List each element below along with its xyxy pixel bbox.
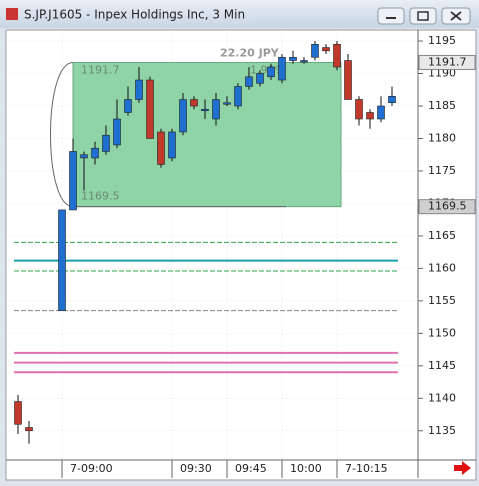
window-title: S.JP.J1605 - Inpex Holdings Inc, 3 Min	[24, 8, 245, 22]
candle-body	[190, 99, 198, 107]
candle-body	[267, 66, 275, 78]
candle-body	[366, 112, 374, 120]
candle-body	[234, 86, 242, 107]
candle-body	[311, 43, 319, 58]
range-arc	[50, 61, 74, 208]
candle-body	[333, 43, 341, 68]
candle-body	[168, 131, 176, 159]
minimize-button[interactable]	[377, 7, 405, 25]
candle-body	[157, 131, 165, 165]
x-tick-label: 7-09:00	[70, 462, 113, 475]
y-tick-label: 1180	[428, 131, 456, 144]
candle-body	[135, 79, 143, 100]
candle-body	[113, 118, 121, 146]
candle-body	[146, 79, 154, 139]
y-tick-label: 1155	[428, 294, 456, 307]
scroll-arrow[interactable]	[454, 461, 471, 475]
y-tick-label: 1135	[428, 424, 456, 437]
candle-body	[355, 99, 363, 120]
candle-body	[300, 60, 308, 63]
candle-body	[91, 147, 99, 159]
y-tick-label: 1145	[428, 359, 456, 372]
candle-body	[201, 108, 209, 112]
candle-body	[212, 99, 220, 120]
box-top-axis-label-bg	[418, 54, 476, 70]
app-icon	[6, 8, 18, 20]
candle-body	[124, 99, 132, 113]
candle-body	[14, 401, 22, 425]
candle-body	[80, 154, 88, 159]
y-tick-label: 1140	[428, 391, 456, 404]
maximize-button[interactable]	[409, 7, 437, 25]
y-tick-label: 1185	[428, 99, 456, 112]
candle-body	[58, 209, 66, 311]
x-tick-label: 7-10:15	[345, 462, 388, 475]
x-tick-label: 10:00	[290, 462, 322, 475]
y-tick-label: 1165	[428, 229, 456, 242]
box-bottom-axis-label-bg	[418, 199, 476, 215]
box-bottom-label: 1169.5	[81, 190, 120, 203]
candle-body	[344, 60, 352, 100]
range-box	[72, 61, 342, 208]
box-bottom-axis-label: 1169.5	[428, 200, 467, 213]
candle-body	[377, 105, 385, 120]
box-change-label: 22.20 JPY	[220, 46, 280, 59]
candle-body	[322, 47, 330, 52]
candle-body	[289, 56, 297, 61]
y-tick-label: 1175	[428, 164, 456, 177]
maximize-icon	[417, 11, 429, 21]
candle-body	[179, 99, 187, 133]
close-icon	[450, 11, 462, 21]
candle-body	[256, 73, 264, 84]
box-top-label: 1191.7	[81, 63, 120, 76]
candle-body	[278, 56, 286, 81]
y-tick-label: 1150	[428, 326, 456, 339]
x-tick-label: 09:45	[235, 462, 267, 475]
candle-body	[245, 76, 253, 87]
candle-body	[69, 151, 77, 211]
candle-body	[223, 102, 231, 105]
candle-body	[102, 134, 110, 152]
x-tick-label: 09:30	[180, 462, 212, 475]
candle-body	[388, 95, 396, 104]
y-tick-label: 1195	[428, 34, 456, 47]
candle-body	[25, 427, 33, 432]
box-top-axis-label: 1191.7	[428, 55, 467, 68]
y-tick-label: 1160	[428, 261, 456, 274]
